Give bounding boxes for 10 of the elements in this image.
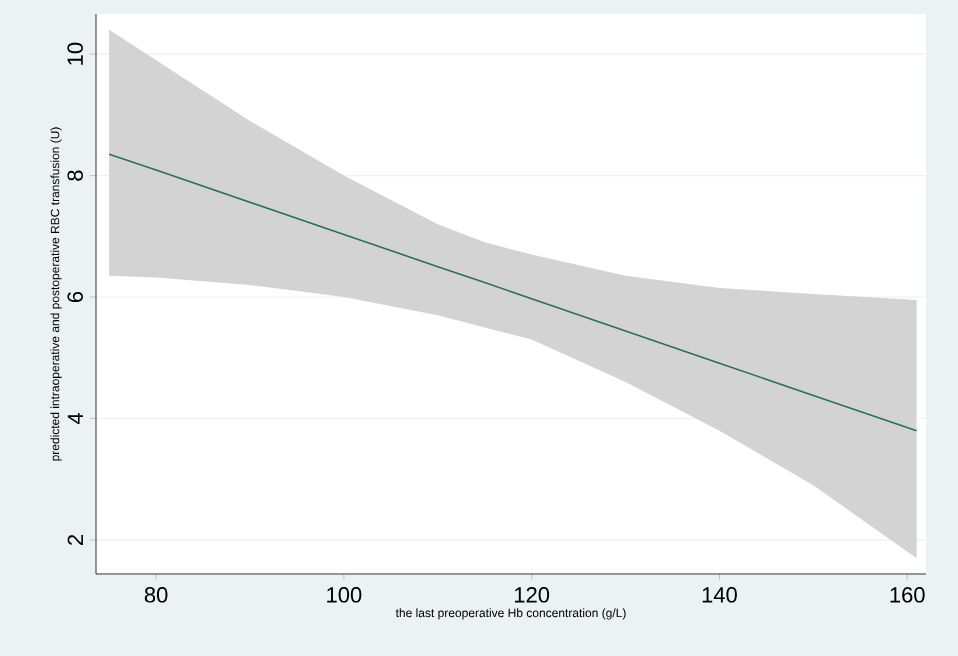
y-tick-label: 10 xyxy=(67,42,83,65)
x-tick-label: 140 xyxy=(702,587,737,603)
x-tick-label: 160 xyxy=(890,587,925,603)
x-tick-label: 120 xyxy=(514,587,550,603)
x-tick-label: 100 xyxy=(327,587,362,603)
y-tick-label: 2 xyxy=(67,534,83,545)
y-tick-label: 6 xyxy=(67,291,83,303)
x-tick-label: 80 xyxy=(144,587,168,603)
y-tick-label: 8 xyxy=(67,170,83,181)
y-tick-label: 4 xyxy=(67,413,83,425)
